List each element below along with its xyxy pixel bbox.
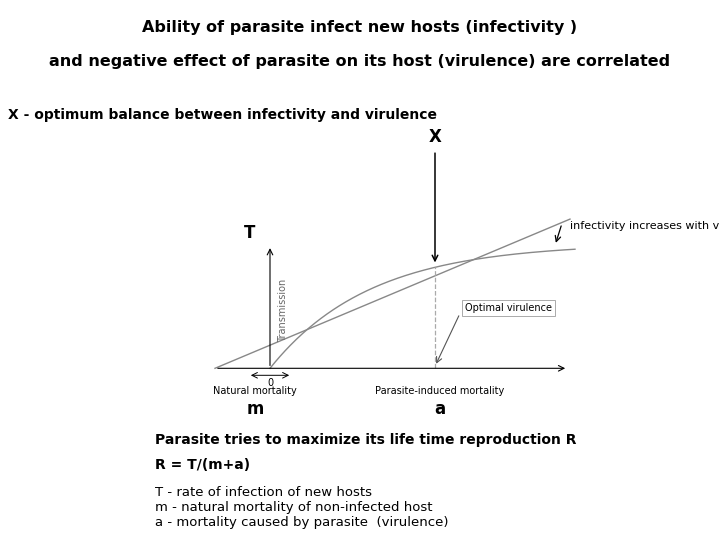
Text: X: X bbox=[428, 129, 441, 146]
Text: Parasite-induced mortality: Parasite-induced mortality bbox=[375, 386, 505, 396]
Text: R = T/(m+a): R = T/(m+a) bbox=[155, 458, 250, 472]
Text: 0: 0 bbox=[267, 379, 273, 388]
Text: infectivity increases with virulence: infectivity increases with virulence bbox=[570, 221, 720, 231]
Text: X - optimum balance between infectivity and virulence: X - optimum balance between infectivity … bbox=[8, 109, 437, 122]
Text: a: a bbox=[434, 400, 446, 418]
Text: T: T bbox=[244, 224, 256, 242]
Text: a - mortality caused by parasite  (virulence): a - mortality caused by parasite (virule… bbox=[155, 516, 449, 529]
Text: m: m bbox=[246, 400, 264, 418]
Text: Natural mortality: Natural mortality bbox=[213, 386, 297, 396]
Text: m - natural mortality of non-infected host: m - natural mortality of non-infected ho… bbox=[155, 501, 433, 514]
Text: Ability of parasite infect new hosts (infectivity ): Ability of parasite infect new hosts (in… bbox=[143, 20, 577, 35]
Text: Parasite tries to maximize its life time reproduction R: Parasite tries to maximize its life time… bbox=[155, 433, 577, 447]
Text: Optimal virulence: Optimal virulence bbox=[465, 303, 552, 313]
Text: Transmission: Transmission bbox=[278, 279, 288, 342]
Text: T - rate of infection of new hosts: T - rate of infection of new hosts bbox=[155, 487, 372, 500]
Text: and negative effect of parasite on its host (virulence) are correlated: and negative effect of parasite on its h… bbox=[50, 53, 670, 69]
